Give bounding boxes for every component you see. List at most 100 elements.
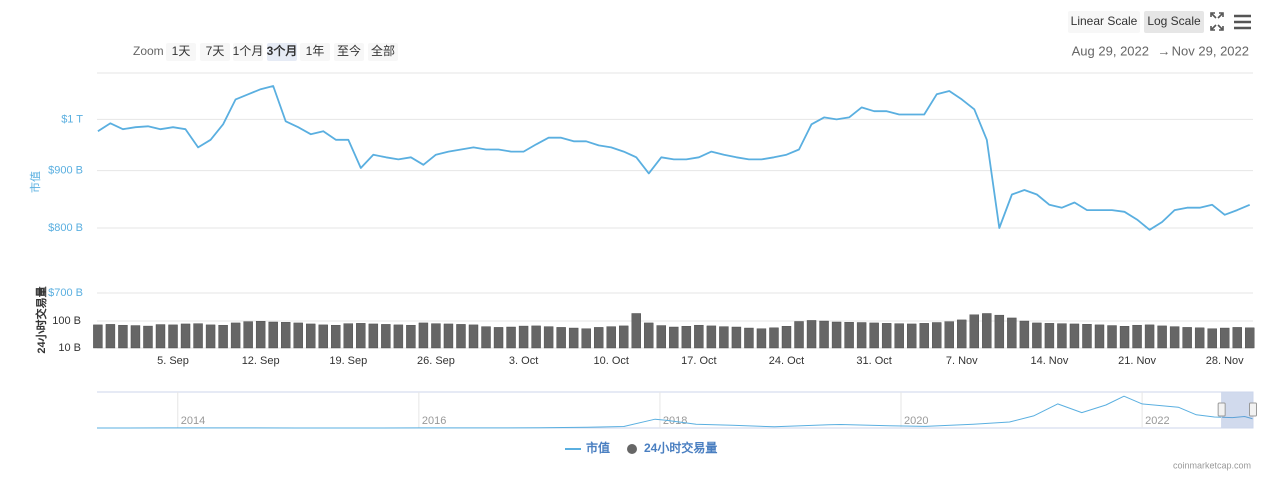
y-tick-label: $700 B bbox=[48, 287, 83, 299]
x-tick-label: 5. Sep bbox=[157, 355, 189, 367]
bar bbox=[1245, 327, 1255, 349]
zoom-button-label[interactable]: 1天 bbox=[172, 44, 191, 58]
date-to[interactable]: Nov 29, 2022 bbox=[1172, 43, 1249, 58]
bar bbox=[1169, 326, 1180, 349]
bar bbox=[1094, 324, 1105, 349]
bar bbox=[180, 323, 191, 349]
zoom-label: Zoom bbox=[133, 44, 164, 58]
zoom-button[interactable] bbox=[200, 43, 230, 61]
bar bbox=[205, 324, 216, 349]
bar bbox=[769, 327, 779, 349]
x-tick-label: 17. Oct bbox=[681, 355, 716, 367]
zoom-button-label[interactable]: 1个月 bbox=[233, 44, 264, 58]
x-tick-label: 28. Nov bbox=[1206, 355, 1244, 367]
bar bbox=[518, 325, 529, 349]
zoom-button-label[interactable]: 1年 bbox=[306, 44, 325, 58]
bar bbox=[105, 324, 116, 349]
bar bbox=[593, 327, 604, 349]
bar bbox=[781, 326, 792, 349]
date-arrow: → bbox=[1158, 43, 1171, 58]
navigator-tick-label: 2016 bbox=[422, 415, 446, 427]
bar bbox=[957, 319, 967, 349]
legend-label[interactable]: 市值 bbox=[586, 440, 610, 455]
bar bbox=[343, 323, 354, 349]
bar bbox=[681, 326, 692, 349]
menu-icon[interactable] bbox=[1234, 14, 1251, 30]
bar bbox=[130, 325, 141, 349]
zoom-button[interactable] bbox=[233, 43, 263, 61]
zoom-button-label[interactable]: 全部 bbox=[371, 43, 395, 58]
bar bbox=[1182, 327, 1192, 349]
legend-symbol bbox=[627, 444, 637, 454]
bar bbox=[1232, 327, 1242, 349]
navigator-tick-label: 2022 bbox=[1145, 415, 1169, 427]
zoom-button[interactable] bbox=[368, 43, 398, 61]
x-tick-label: 26. Sep bbox=[417, 355, 455, 367]
bar bbox=[1132, 324, 1142, 349]
bar bbox=[806, 320, 817, 349]
x-tick-label: 21. Nov bbox=[1118, 355, 1156, 367]
bar bbox=[506, 326, 516, 349]
bar bbox=[493, 327, 504, 349]
bar bbox=[694, 324, 704, 349]
bar bbox=[93, 324, 103, 349]
navigator-handle[interactable] bbox=[1217, 402, 1226, 417]
navigator-tick-label: 2020 bbox=[904, 415, 928, 427]
bar bbox=[844, 322, 854, 349]
x-tick-label: 14. Nov bbox=[1030, 355, 1068, 367]
bar bbox=[606, 326, 616, 349]
bar bbox=[468, 324, 479, 349]
navigator-handle[interactable] bbox=[1249, 402, 1257, 417]
bar bbox=[356, 323, 366, 349]
bar bbox=[193, 323, 203, 349]
bar bbox=[418, 322, 429, 349]
bar bbox=[644, 322, 654, 349]
scale-button[interactable] bbox=[1068, 11, 1140, 33]
bar bbox=[1069, 323, 1080, 349]
bar bbox=[1157, 325, 1167, 349]
bar bbox=[894, 323, 904, 349]
bar bbox=[1144, 324, 1155, 349]
zoom-button[interactable] bbox=[334, 43, 364, 61]
credit[interactable]: coinmarketcap.com bbox=[1173, 460, 1251, 470]
fullscreen-icon[interactable] bbox=[1210, 12, 1224, 31]
zoom-button-label[interactable]: 7天 bbox=[206, 44, 225, 58]
legend-label[interactable]: 24小时交易量 bbox=[644, 440, 717, 455]
bar bbox=[268, 321, 278, 349]
navigator-selection[interactable] bbox=[1221, 391, 1254, 429]
zoom-button[interactable] bbox=[300, 43, 330, 61]
x-tick-label: 7. Nov bbox=[946, 355, 978, 367]
bar bbox=[293, 322, 303, 349]
bar bbox=[1019, 320, 1030, 349]
bar bbox=[543, 326, 554, 349]
bar bbox=[581, 328, 591, 349]
navigator-tick-label: 2018 bbox=[663, 415, 687, 427]
bar bbox=[744, 327, 754, 349]
bar bbox=[631, 313, 641, 349]
navigator-line bbox=[96, 395, 1254, 429]
bar bbox=[230, 322, 241, 349]
bar bbox=[1219, 327, 1230, 349]
y-tick-label: $900 B bbox=[48, 165, 83, 177]
bar bbox=[255, 321, 266, 349]
bar bbox=[531, 325, 541, 349]
x-tick-label: 19. Sep bbox=[329, 355, 367, 367]
y-tick-label: $800 B bbox=[48, 222, 83, 234]
x-tick-label: 12. Sep bbox=[242, 355, 280, 367]
bar bbox=[656, 325, 667, 349]
scale-button-label[interactable]: Log Scale bbox=[1147, 14, 1201, 28]
bar bbox=[306, 323, 316, 349]
x-tick-label: 24. Oct bbox=[769, 355, 804, 367]
y-axis-title: 市值 bbox=[28, 171, 42, 193]
zoom-button[interactable] bbox=[267, 43, 297, 61]
scale-button[interactable] bbox=[1144, 11, 1204, 33]
bar bbox=[218, 324, 228, 349]
scale-button-label[interactable]: Linear Scale bbox=[1071, 14, 1138, 28]
bar bbox=[919, 323, 929, 349]
bar bbox=[443, 323, 454, 349]
bar bbox=[431, 323, 441, 349]
zoom-button[interactable] bbox=[166, 43, 196, 61]
date-from[interactable]: Aug 29, 2022 bbox=[1072, 43, 1149, 58]
zoom-button-label[interactable]: 至今 bbox=[337, 43, 361, 58]
zoom-button-label[interactable]: 3个月 bbox=[267, 43, 298, 58]
